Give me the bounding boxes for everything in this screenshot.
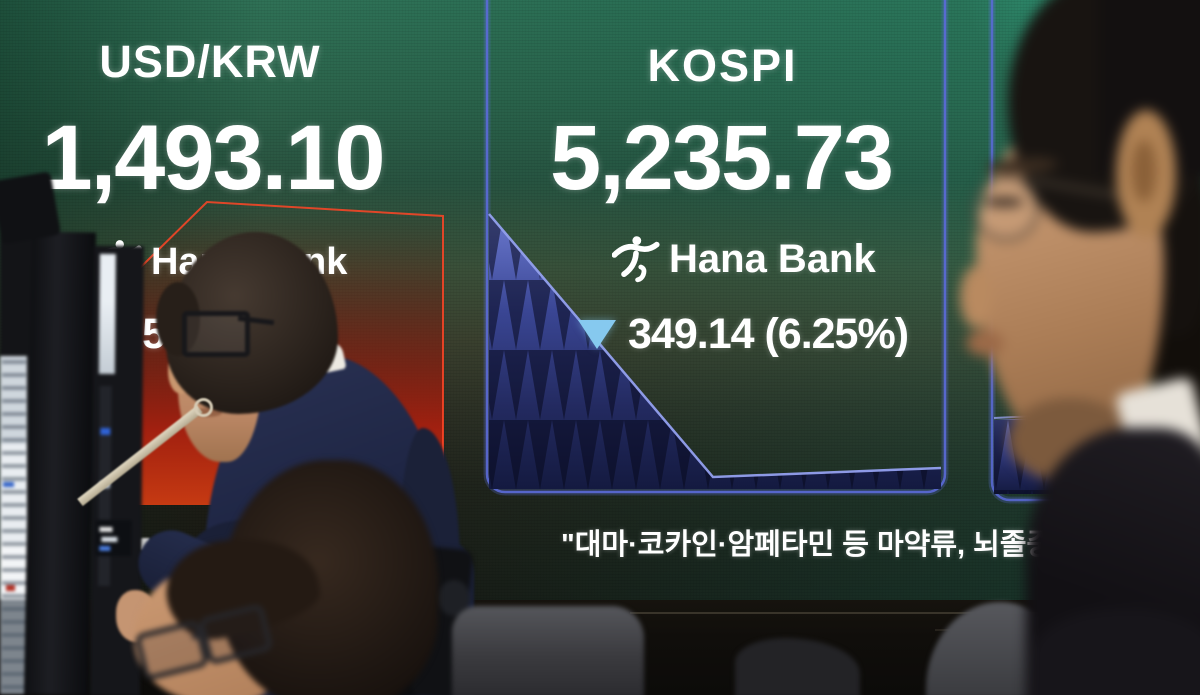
usdkrw-value: 1,493.10: [41, 107, 385, 209]
down-triangle-icon: [578, 320, 616, 349]
desk-arm-ring: [194, 398, 213, 417]
trader-lips: [966, 330, 1004, 356]
monitor-top: [0, 171, 62, 245]
monitor-data-cell: [101, 536, 118, 543]
trader-hair: [156, 282, 200, 356]
monitor-screen-sliver: [98, 253, 116, 374]
monitor-red-cell: [6, 585, 15, 591]
trader-suit: [1032, 608, 1200, 695]
usdkrw-label: USD/KRW: [99, 36, 321, 87]
trader-glasses: [973, 177, 1039, 241]
monitor-data-rows: [2, 360, 26, 690]
kospi-label: KOSPI: [647, 40, 798, 91]
hana-bank-logo-icon: [612, 236, 660, 283]
monitor-blue-cell: [99, 545, 111, 551]
kospi-brand-label: Hana Bank: [669, 236, 876, 281]
kospi-panel-frame: [483, 0, 949, 496]
chair-backrest: [452, 606, 644, 695]
kospi-change-value: 349.14 (6.25%): [628, 310, 909, 358]
kospi-change-row: 349.14 (6.25%): [578, 310, 909, 359]
monitor-data-cell: [99, 526, 113, 532]
monitor-blue-cell: [3, 482, 14, 487]
monitor-back: [23, 231, 97, 695]
trader-nose: [960, 266, 992, 328]
kospi-brand-row: Hana Bank: [612, 232, 876, 286]
trader-ear: [1132, 140, 1156, 202]
trading-monitors: [0, 0, 200, 695]
monitor-blue-cell: [100, 427, 111, 435]
kospi-decline-chart: [488, 213, 942, 489]
kospi-value: 5,235.73: [549, 107, 894, 209]
